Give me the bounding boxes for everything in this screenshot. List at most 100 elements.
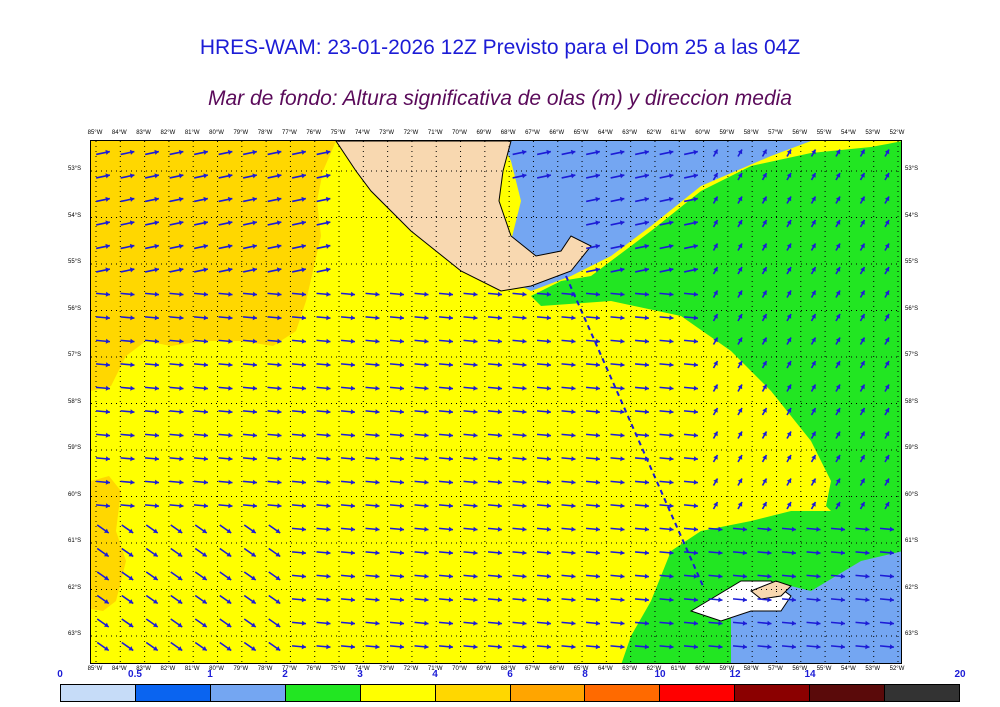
direction-arrow [634, 479, 650, 485]
direction-arrow [169, 173, 184, 179]
direction-arrow [737, 478, 743, 486]
direction-arrow [585, 597, 601, 603]
direction-arrow [634, 409, 650, 415]
direction-arrow [438, 644, 454, 650]
direction-arrow [786, 266, 792, 275]
direction-arrow [389, 432, 405, 438]
direction-arrow [194, 571, 208, 581]
lon-label-top: 73°W [379, 130, 394, 136]
direction-arrow [761, 196, 768, 204]
direction-arrow [389, 550, 405, 556]
direction-arrow [95, 196, 111, 203]
direction-arrow [512, 550, 527, 556]
direction-arrow [835, 196, 841, 204]
direction-arrow [268, 524, 281, 534]
direction-arrow [463, 456, 478, 462]
direction-arrow [487, 315, 503, 321]
direction-arrow [120, 479, 135, 485]
direction-arrow [536, 550, 552, 556]
direction-arrow [585, 479, 601, 485]
direction-arrow [145, 571, 159, 581]
direction-arrow [659, 315, 674, 321]
land-south-america [335, 141, 592, 292]
direction-arrow [242, 456, 258, 462]
direction-arrow [268, 571, 281, 581]
direction-arrow [120, 196, 135, 203]
direction-arrow [365, 409, 380, 415]
direction-arrow [712, 454, 719, 463]
direction-arrow [610, 338, 625, 344]
direction-arrow [781, 620, 797, 626]
direction-arrow [242, 267, 258, 273]
direction-arrow [463, 597, 478, 603]
direction-arrow [810, 290, 817, 298]
direction-arrow [242, 409, 258, 415]
direction-arrow [144, 362, 160, 368]
direction-arrow [169, 338, 184, 344]
direction-arrow [291, 597, 307, 603]
direction-arrow [218, 338, 233, 344]
direction-arrow [683, 503, 699, 509]
direction-arrow [683, 243, 699, 250]
lon-label-bottom: 69°W [476, 666, 492, 672]
direction-arrow [659, 385, 674, 391]
lat-label-left: 54°S [68, 212, 82, 219]
direction-arrow [786, 478, 792, 486]
direction-arrow [855, 644, 870, 650]
direction-arrow [169, 220, 184, 226]
colorbar-segment [135, 685, 211, 701]
direction-arrow [120, 456, 135, 462]
direction-arrow [786, 384, 792, 392]
direction-arrow [683, 409, 699, 415]
direction-arrow [219, 594, 232, 605]
direction-arrow [683, 550, 699, 556]
direction-arrow [512, 291, 527, 297]
direction-arrow [389, 385, 405, 391]
direction-arrow [708, 550, 723, 556]
direction-arrow [438, 291, 454, 297]
direction-arrow [610, 362, 625, 368]
direction-arrow [830, 597, 846, 603]
lat-label-right: 59°S [905, 445, 919, 451]
direction-arrow [414, 409, 429, 415]
direction-arrow [659, 409, 674, 415]
wave-direction-arrows [95, 149, 895, 652]
direction-arrow [884, 243, 890, 251]
direction-arrow [291, 620, 307, 626]
direction-arrow [144, 243, 160, 250]
direction-arrow [219, 547, 232, 558]
direction-arrow [683, 291, 699, 297]
direction-arrow [291, 479, 307, 485]
lon-label-top: 83°W [136, 130, 151, 136]
direction-arrow [463, 338, 478, 344]
direction-arrow [585, 503, 601, 509]
direction-arrow [340, 573, 356, 579]
direction-arrow [737, 431, 743, 439]
direction-arrow [610, 149, 625, 156]
direction-arrow [291, 267, 307, 273]
dotted-grid [91, 141, 901, 663]
direction-arrow [389, 409, 405, 415]
lon-label-bottom: 67°W [525, 666, 540, 672]
colorbar-level-label: 12 [729, 669, 741, 680]
direction-arrow [835, 360, 841, 369]
direction-arrow [487, 620, 503, 626]
direction-arrow [536, 644, 552, 650]
direction-arrow [316, 456, 331, 462]
direction-arrow [316, 644, 331, 650]
colorbar-segment [810, 685, 886, 701]
lon-label-top: 82°W [160, 130, 176, 136]
direction-arrow [855, 526, 870, 532]
direction-arrow [536, 315, 552, 321]
direction-arrow [169, 456, 184, 462]
direction-arrow [737, 384, 743, 392]
direction-arrow [463, 644, 478, 650]
direction-arrow [389, 479, 405, 485]
direction-arrow [316, 573, 331, 579]
direction-arrow [859, 313, 866, 322]
direction-arrow [781, 597, 797, 603]
direction-arrow [859, 290, 866, 298]
direction-arrow [859, 149, 866, 157]
lon-label-bottom: 75°W [330, 666, 346, 672]
direction-arrow [340, 550, 356, 556]
